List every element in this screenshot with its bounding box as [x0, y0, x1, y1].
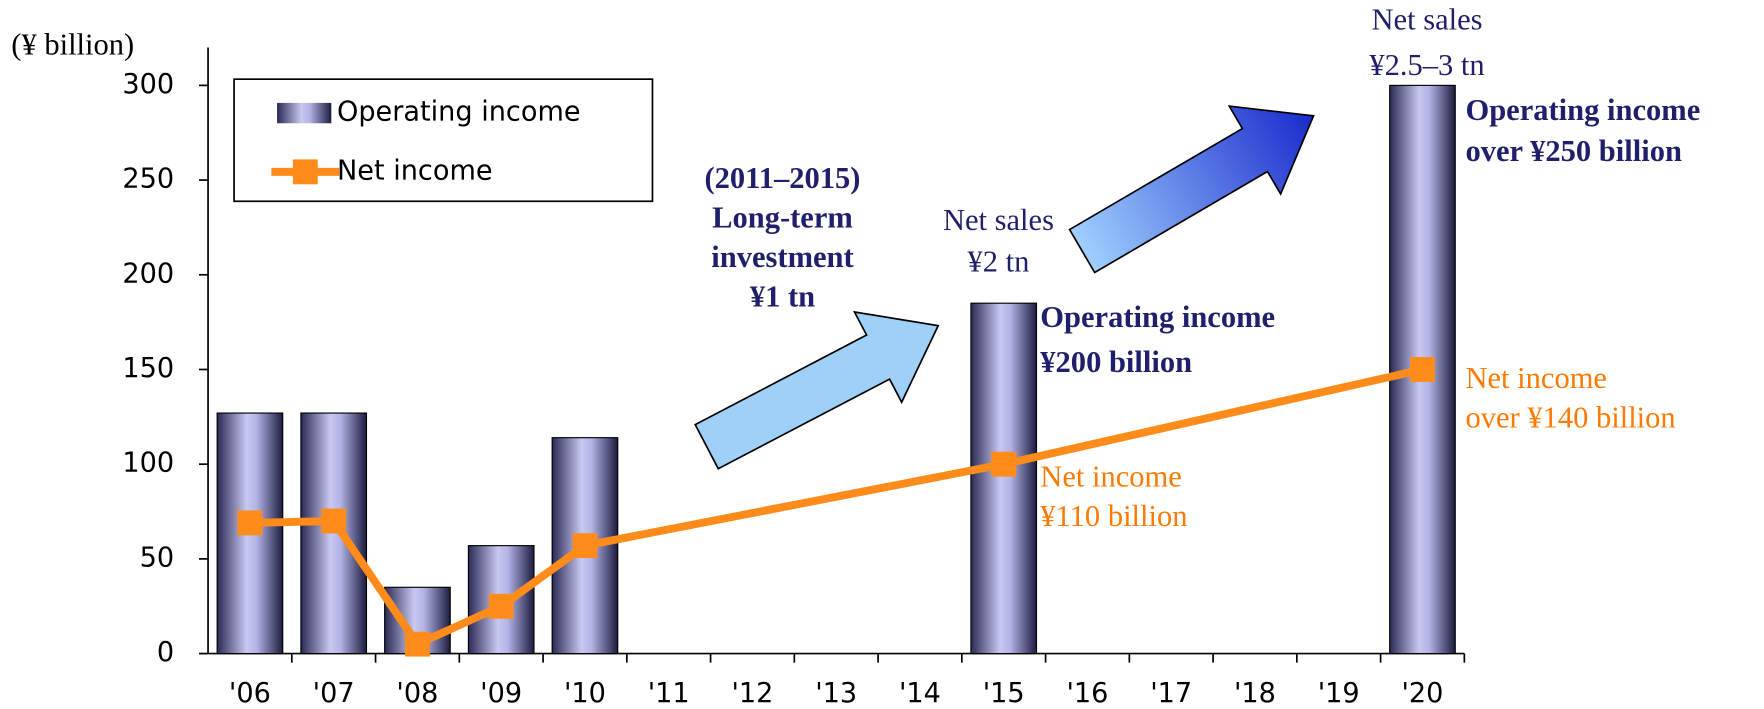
annotation: Long-term [712, 201, 853, 235]
x-tick-label: '20 [1401, 678, 1443, 709]
annotation: ¥2.5–3 tn [1369, 48, 1484, 82]
x-tick-label: '10 [564, 678, 606, 709]
x-tick-label: '09 [480, 678, 522, 709]
y-axis-label: (¥ billion) [11, 27, 134, 61]
x-tick-label: '13 [815, 678, 857, 709]
marker [321, 508, 347, 534]
arrow [1068, 105, 1315, 274]
x-tick-label: '12 [731, 678, 773, 709]
marker [488, 593, 514, 619]
annotation: (2011–2015) [705, 161, 861, 195]
marker [1410, 357, 1435, 382]
arrow [694, 310, 940, 470]
marker [572, 533, 598, 559]
x-tick-label: '15 [983, 678, 1025, 709]
annotation: ¥2 tn [968, 245, 1030, 279]
y-tick-label: 100 [122, 448, 174, 479]
bar [467, 545, 535, 655]
marker [405, 631, 430, 657]
annotation: Net sales [1372, 3, 1483, 37]
x-tick-label: '08 [396, 678, 438, 709]
annotation: ¥1 tn [750, 280, 815, 314]
annotation: Operating income [1040, 300, 1275, 334]
marker [991, 451, 1017, 477]
annotation: investment [711, 240, 854, 274]
annotation: Net income [1465, 361, 1607, 395]
annotation: ¥110 billion [1040, 499, 1187, 533]
annotation: over ¥250 billion [1465, 134, 1681, 168]
legend-swatch [292, 159, 318, 185]
annotation: Operating income [1465, 93, 1700, 127]
x-tick-label: '06 [229, 678, 271, 709]
legend-swatch [277, 102, 332, 124]
y-tick-label: 150 [122, 353, 174, 384]
y-tick-label: 50 [140, 542, 175, 573]
x-tick-label: '14 [899, 678, 941, 709]
marker [237, 510, 263, 536]
x-tick-label: '17 [1150, 678, 1192, 709]
legend-label: Net income [337, 155, 493, 186]
annotation: Net income [1040, 459, 1182, 493]
annotation: Net sales [943, 203, 1054, 237]
x-tick-label: '16 [1066, 678, 1108, 709]
bar [970, 302, 1038, 655]
legend-label: Operating income [337, 97, 581, 128]
y-tick-label: 300 [122, 69, 174, 100]
annotation: over ¥140 billion [1465, 401, 1675, 435]
y-tick-label: 200 [122, 258, 174, 289]
y-tick-label: 0 [157, 637, 174, 668]
x-tick-label: '07 [313, 678, 355, 709]
y-tick-label: 250 [122, 164, 174, 195]
x-tick-label: '18 [1234, 678, 1276, 709]
x-tick-label: '11 [648, 678, 690, 709]
annotation: ¥200 billion [1040, 345, 1192, 379]
x-tick-label: '19 [1318, 678, 1360, 709]
